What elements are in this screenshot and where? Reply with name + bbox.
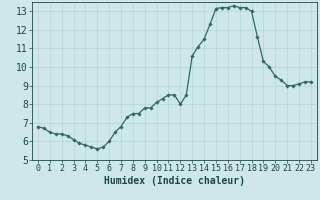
X-axis label: Humidex (Indice chaleur): Humidex (Indice chaleur) xyxy=(104,176,245,186)
